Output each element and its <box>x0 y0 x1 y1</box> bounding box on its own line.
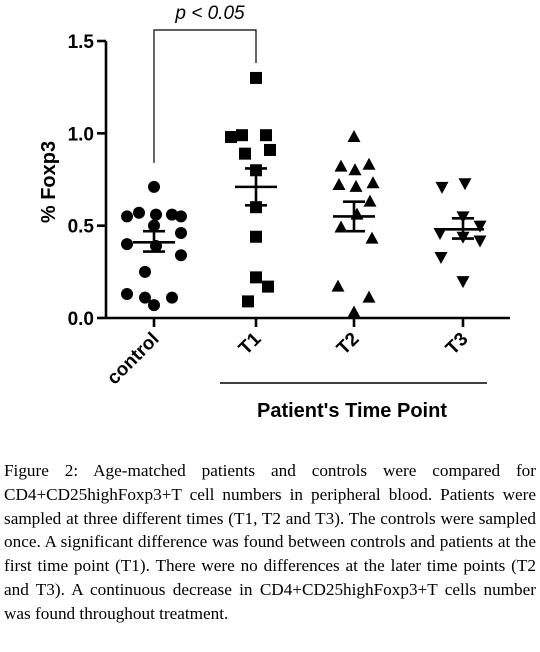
data-point-t2 <box>365 231 379 244</box>
caption-text: Age-matched patients and controls were c… <box>4 461 536 623</box>
figure-caption: Figure 2: Age-matched patients and contr… <box>4 459 536 626</box>
x-tick-label-t2: T2 <box>333 329 364 360</box>
data-point-t1 <box>242 295 254 308</box>
series-t1 <box>225 71 277 308</box>
x-tick-label-control: control <box>103 329 163 389</box>
y-axis-title: % Foxp3 <box>38 141 60 223</box>
chart-axes <box>97 29 510 384</box>
chart-marks <box>121 71 487 318</box>
series-control <box>121 180 187 312</box>
data-point-t2 <box>334 220 348 233</box>
chart-labels: 0.0 0.5 1.0 1.5 control T1 T2 T3 % Foxp3 Patient'… <box>38 3 473 422</box>
data-point-t3 <box>473 235 487 248</box>
x-tick-label-t3: T3 <box>442 329 473 360</box>
data-point-t1 <box>250 71 262 84</box>
data-point-t2 <box>350 207 364 220</box>
y-tick-label: 1.5 <box>68 32 95 53</box>
series-t3 <box>433 178 487 289</box>
scatter-chart: 0.0 0.5 1.0 1.5 control T1 T2 T3 % Foxp3 Patient'… <box>38 3 510 422</box>
significance-label: p < 0.05 <box>174 3 245 24</box>
data-point-t1 <box>250 230 262 243</box>
data-point-control <box>148 219 160 232</box>
data-point-t2 <box>349 179 363 192</box>
data-point-control <box>166 208 178 221</box>
data-point-control <box>121 287 133 300</box>
data-point-t1 <box>236 129 248 142</box>
data-point-control <box>121 238 133 251</box>
data-point-t2 <box>347 130 361 143</box>
data-point-control <box>166 291 178 304</box>
data-point-t3 <box>435 181 449 194</box>
data-point-control <box>133 206 145 219</box>
data-point-t1 <box>264 143 276 156</box>
data-point-t3 <box>433 228 447 241</box>
data-point-t3 <box>458 178 472 191</box>
data-point-t1 <box>260 129 272 142</box>
y-tick-label: 0.0 <box>68 309 94 330</box>
data-point-t1 <box>225 131 237 144</box>
data-point-t1 <box>262 280 274 293</box>
data-point-t2 <box>363 194 377 207</box>
data-point-t3 <box>434 252 448 265</box>
data-point-t2 <box>347 305 361 318</box>
data-point-t1 <box>250 271 262 284</box>
x-tick-label-t1: T1 <box>235 328 266 359</box>
data-point-control <box>139 265 151 278</box>
data-point-t3 <box>456 276 470 289</box>
data-point-t2 <box>334 159 348 172</box>
data-point-t2 <box>366 176 380 189</box>
data-point-control <box>121 210 133 223</box>
data-point-t2 <box>348 163 362 176</box>
x-axis-title: Patient's Time Point <box>257 400 447 422</box>
data-point-t3 <box>473 220 487 233</box>
y-tick-label: 0.5 <box>68 217 95 238</box>
data-point-control <box>175 210 187 223</box>
data-point-control <box>148 299 160 312</box>
significance-bracket <box>153 29 257 163</box>
data-point-t2 <box>362 290 376 303</box>
y-tick-label: 1.0 <box>68 124 94 145</box>
data-point-t1 <box>239 147 251 160</box>
data-point-control <box>175 249 187 262</box>
data-point-control <box>150 208 162 221</box>
data-point-t2 <box>362 157 376 170</box>
data-point-t2 <box>332 178 346 191</box>
data-point-control <box>139 291 151 304</box>
data-point-control <box>175 227 187 240</box>
caption-lead: Figure 2: <box>4 461 79 480</box>
data-point-control <box>148 180 160 193</box>
data-point-t2 <box>331 279 345 292</box>
series-t2 <box>331 130 380 318</box>
